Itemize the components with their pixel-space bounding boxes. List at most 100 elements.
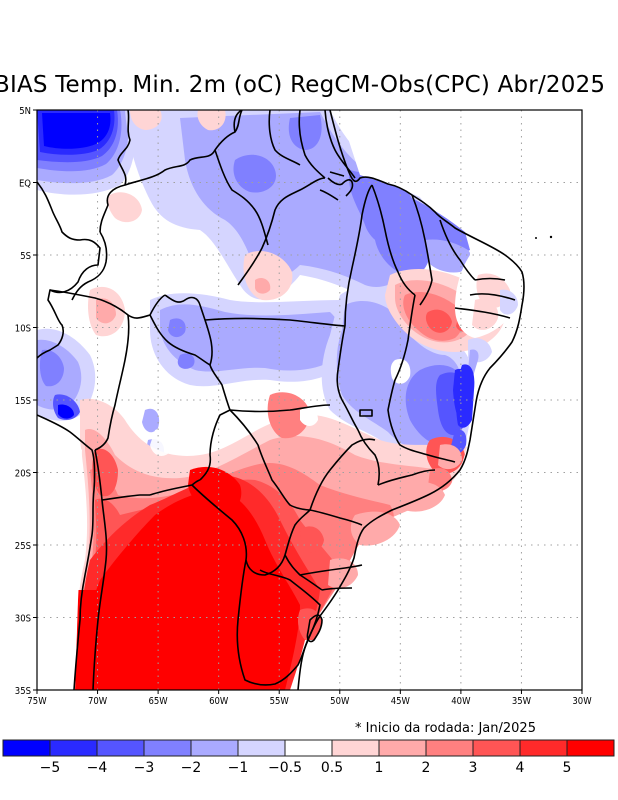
x-tick-label: 40W (451, 695, 470, 707)
bolivia-argentina-border (101, 494, 150, 501)
field-white-bol (150, 428, 172, 456)
pacific-coastline (37, 181, 101, 359)
x-tick-label: 70W (88, 695, 107, 707)
state-border-ms-sp (309, 438, 376, 511)
x-tick-label: 55W (270, 695, 289, 707)
y-tick-label: 25S (15, 540, 31, 552)
state-border-sc-rs (321, 587, 353, 591)
field-central-spot2 (177, 353, 195, 369)
colorbar-boxes (2, 739, 615, 757)
suriname-fguiana-border (298, 110, 326, 179)
y-tick-label: 35S (15, 685, 31, 697)
axis-ticks: 75W 70W 65W 60W 55W 50W 45W 40W 35W 30W 5N EQ 5S 10S 1… (15, 105, 592, 707)
state-border-pa-mt (204, 317, 346, 327)
state-border-ce (439, 219, 476, 281)
peru-bolivia-border (94, 314, 130, 451)
field-nw-l6 (42, 113, 111, 149)
field-peru-l3 (39, 349, 64, 387)
colorbar-box (49, 739, 98, 757)
lagoa-dos-patos (306, 614, 323, 643)
field-peru-coast2 (58, 404, 74, 419)
colorbar-box (284, 739, 333, 757)
field-red-col (107, 192, 142, 223)
x-tick-label: 35W (512, 695, 531, 707)
state-border-df (359, 409, 373, 417)
colombia-venezuela-border (99, 110, 131, 233)
state-border-to-go (336, 325, 346, 401)
state-border-sp-pr (309, 509, 363, 526)
field-bolivia-spot (142, 408, 160, 433)
bias-field (37, 110, 582, 690)
colorbar-box (519, 739, 568, 757)
state-border-pi (411, 194, 433, 306)
y-tick-label: 30S (15, 613, 31, 625)
colorbar-box (331, 739, 380, 757)
state-border-ba (387, 294, 456, 463)
run-start-note: * Inicio da rodada: Jan/2025 (355, 721, 536, 736)
colorbar-label: 1 (375, 760, 384, 776)
state-border-rn-pb-pe (454, 277, 516, 319)
colorbar-label: −2 (181, 760, 202, 776)
colorbar-label: 0.5 (321, 760, 343, 776)
chile-argentina-border (92, 449, 108, 690)
y-tick-label: 5S (20, 250, 31, 262)
state-border-mt-ms (229, 404, 331, 413)
y-tick-label: 20S (15, 468, 31, 480)
colorbar-box (378, 739, 427, 757)
state-border-ma (371, 184, 416, 296)
colorbar-label: 2 (422, 760, 431, 776)
field-north-l4 (288, 115, 322, 150)
map-plot: 75W 70W 65W 60W 55W 50W 45W 40W 35W 30W 5N EQ 5S 10S 1… (15, 105, 592, 707)
ocean-pacific (37, 415, 82, 690)
colombia-brazil-border (71, 231, 108, 301)
colorbar-label: 4 (516, 760, 525, 776)
x-tick-label: 75W (27, 695, 46, 707)
colorbar-box (425, 739, 474, 757)
colorbar-label: −5 (40, 760, 61, 776)
field-north-l3 (233, 154, 276, 193)
colorbar-label: −0.5 (268, 760, 302, 776)
chart-title: BIAS Temp. Min. 2m (oC) RegCM-Obs(CPC) A… (0, 72, 606, 98)
colorbar: −5 −4 −3 −2 −1 −0.5 0.5 1 2 3 4 5 (2, 739, 615, 776)
field-red-ven2 (197, 110, 226, 131)
colorbar-label: 5 (563, 760, 572, 776)
y-tick-label: EQ (19, 178, 31, 190)
colorbar-label: −4 (87, 760, 108, 776)
amazon-delta (319, 171, 354, 201)
field-bolivia-red (92, 448, 118, 497)
y-tick-label: 15S (15, 395, 31, 407)
colorbar-box (472, 739, 521, 757)
colorbar-label: −3 (134, 760, 155, 776)
venezuela-brazil-border (124, 110, 243, 186)
political-boundaries (37, 110, 525, 690)
colorbar-box (237, 739, 286, 757)
field-ms-red (267, 392, 310, 439)
colorbar-box (566, 739, 615, 757)
state-border-ro (149, 314, 211, 366)
state-border-sp-mg (377, 469, 436, 486)
x-tick-label: 65W (149, 695, 168, 707)
colorbar-box (2, 739, 51, 757)
field-white-ms (300, 408, 318, 426)
colorbar-box (96, 739, 145, 757)
uruguay-border (236, 559, 321, 686)
field-north-l2 (180, 112, 423, 287)
state-border-am-pa (237, 177, 326, 286)
peru-chile-coast (37, 414, 96, 690)
paraguay-brazil-border (229, 409, 311, 511)
bolivia-brazil-border (164, 294, 231, 481)
island-2 (549, 235, 553, 239)
colorbar-box (190, 739, 239, 757)
colorbar-box (143, 739, 192, 757)
guyana-suriname-border (268, 110, 301, 166)
guyana-border (233, 110, 243, 133)
colorbar-label: −1 (228, 760, 249, 776)
x-tick-label: 60W (209, 695, 228, 707)
field-pr-red (300, 526, 324, 553)
field-ne-l4 (425, 309, 452, 333)
field-red-ven1 (130, 110, 162, 130)
state-border-rr (214, 149, 269, 246)
paraguay-border (191, 484, 311, 576)
x-tick-label: 45W (391, 695, 410, 707)
x-tick-label: 30W (572, 695, 591, 707)
